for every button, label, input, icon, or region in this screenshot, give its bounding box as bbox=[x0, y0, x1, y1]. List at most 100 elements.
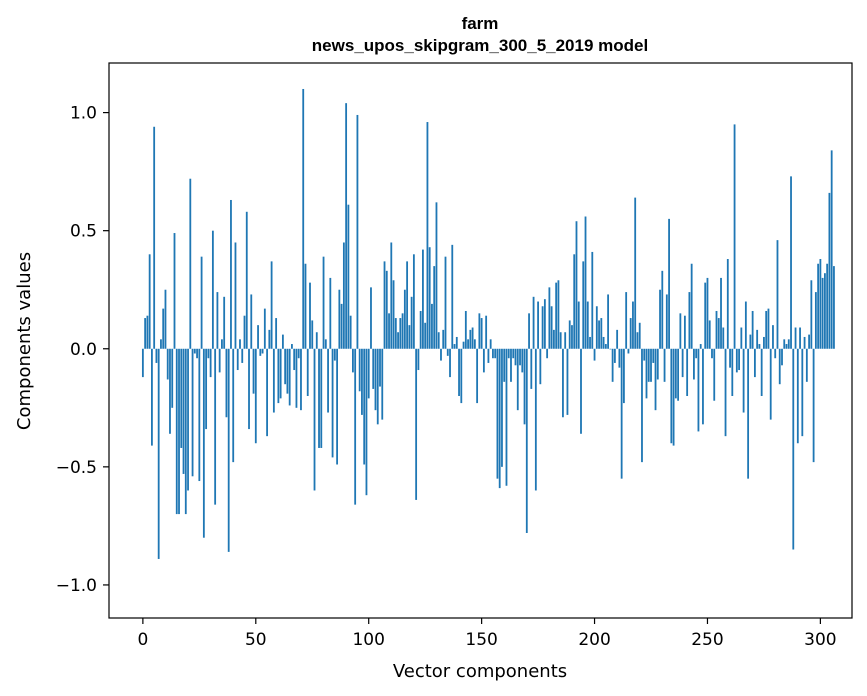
bar-50 bbox=[254, 348, 257, 444]
y-tick-label: −0.5 bbox=[56, 458, 97, 478]
bar-155 bbox=[492, 348, 494, 359]
bar-303 bbox=[826, 263, 829, 349]
bar-278 bbox=[769, 348, 772, 420]
bar-56 bbox=[268, 329, 271, 349]
bar-297 bbox=[812, 348, 815, 463]
bar-150 bbox=[480, 318, 483, 349]
bar-298 bbox=[814, 292, 817, 349]
bar-79 bbox=[320, 348, 323, 448]
bar-102 bbox=[372, 348, 375, 389]
bar-5 bbox=[153, 126, 156, 349]
bar-143 bbox=[464, 310, 467, 349]
bar-137 bbox=[451, 244, 454, 349]
bar-179 bbox=[546, 348, 549, 359]
bar-180 bbox=[548, 287, 551, 349]
bar-223 bbox=[645, 348, 648, 399]
bar-291 bbox=[799, 327, 801, 349]
bar-207 bbox=[609, 348, 612, 350]
bar-156 bbox=[494, 348, 497, 359]
bar-263 bbox=[735, 348, 738, 373]
bar-145 bbox=[469, 329, 472, 349]
bar-210 bbox=[616, 329, 619, 349]
bar-198 bbox=[589, 336, 591, 349]
bar-192 bbox=[575, 221, 578, 349]
bar-205 bbox=[604, 344, 607, 349]
bar-13 bbox=[171, 348, 174, 408]
bar-160 bbox=[503, 348, 506, 382]
bar-1 bbox=[144, 318, 147, 349]
bar-140 bbox=[458, 348, 460, 396]
bar-36 bbox=[223, 296, 226, 349]
bar-280 bbox=[774, 348, 777, 359]
bar-144 bbox=[467, 339, 469, 349]
bar-27 bbox=[202, 348, 205, 538]
bar-17 bbox=[180, 348, 183, 448]
bar-175 bbox=[537, 301, 539, 349]
bar-253 bbox=[713, 348, 716, 401]
bar-142 bbox=[462, 341, 465, 349]
bar-251 bbox=[708, 320, 711, 349]
bar-3 bbox=[148, 254, 151, 349]
bar-65 bbox=[288, 348, 291, 406]
bar-51 bbox=[257, 325, 259, 349]
x-tick-label: 0 bbox=[137, 630, 148, 650]
bar-173 bbox=[532, 296, 535, 349]
bar-46 bbox=[245, 211, 248, 349]
bar-282 bbox=[778, 348, 781, 385]
bar-191 bbox=[573, 254, 576, 349]
bar-196 bbox=[584, 216, 587, 349]
bar-68 bbox=[295, 348, 298, 408]
bar-18 bbox=[182, 348, 185, 474]
bar-214 bbox=[625, 292, 628, 349]
bar-94 bbox=[354, 348, 357, 505]
bar-45 bbox=[243, 315, 246, 349]
bar-215 bbox=[627, 348, 630, 354]
bar-153 bbox=[487, 348, 490, 363]
bar-11 bbox=[166, 348, 169, 380]
bar-182 bbox=[552, 329, 555, 349]
bar-83 bbox=[329, 277, 332, 349]
bar-269 bbox=[749, 334, 752, 349]
bar-286 bbox=[787, 339, 790, 349]
bar-227 bbox=[654, 348, 657, 411]
bar-131 bbox=[437, 332, 440, 349]
bar-238 bbox=[679, 313, 682, 349]
bar-0 bbox=[141, 348, 144, 378]
bar-76 bbox=[313, 348, 316, 491]
bar-57 bbox=[270, 261, 273, 349]
bar-228 bbox=[656, 348, 659, 380]
bar-72 bbox=[304, 263, 307, 349]
bar-166 bbox=[516, 348, 519, 411]
bar-188 bbox=[566, 348, 569, 415]
bar-302 bbox=[824, 273, 826, 349]
bar-177 bbox=[541, 306, 544, 349]
bar-171 bbox=[528, 313, 530, 349]
bar-164 bbox=[512, 348, 515, 359]
bar-55 bbox=[266, 348, 268, 437]
x-tick-label: 250 bbox=[691, 630, 723, 650]
chart-title-line1: farm bbox=[462, 14, 499, 33]
bar-111 bbox=[392, 280, 395, 349]
bar-204 bbox=[602, 336, 605, 349]
bar-148 bbox=[476, 348, 479, 404]
bar-249 bbox=[704, 282, 707, 349]
bar-275 bbox=[763, 336, 765, 349]
bar-89 bbox=[342, 242, 345, 349]
bar-54 bbox=[263, 308, 266, 349]
bar-136 bbox=[449, 348, 451, 378]
bar-201 bbox=[595, 306, 598, 349]
bar-255 bbox=[717, 318, 720, 349]
bar-261 bbox=[731, 348, 734, 396]
bar-9 bbox=[162, 308, 165, 349]
bar-71 bbox=[302, 88, 305, 349]
bar-90 bbox=[345, 103, 348, 349]
bar-58 bbox=[272, 348, 275, 413]
bar-7 bbox=[157, 348, 160, 559]
bar-59 bbox=[275, 318, 278, 349]
bar-285 bbox=[785, 344, 788, 349]
bar-208 bbox=[611, 348, 614, 382]
bar-112 bbox=[394, 318, 397, 349]
bar-134 bbox=[444, 256, 447, 349]
